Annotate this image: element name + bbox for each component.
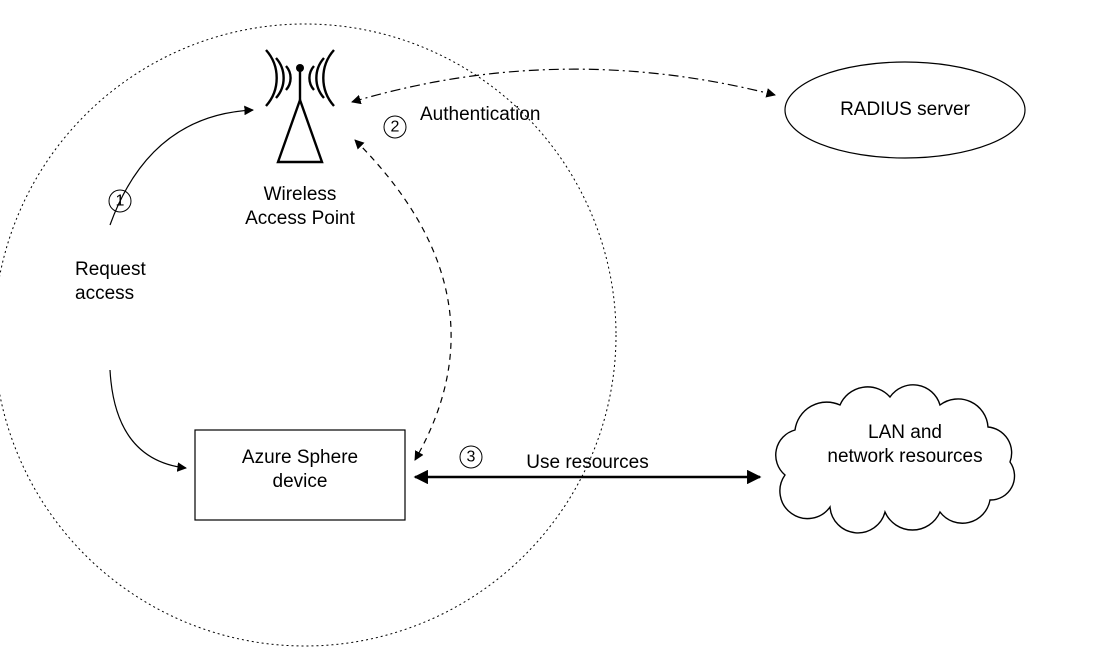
step-3-badge: 3 — [460, 446, 482, 468]
svg-text:2: 2 — [391, 119, 400, 136]
wap-label: Access Point — [245, 208, 356, 229]
step-3-label: Use resources — [526, 452, 649, 473]
edge-wap-to-radius — [352, 69, 775, 102]
lan-label: LAN and — [868, 422, 942, 443]
step-1-label: Request — [75, 259, 146, 280]
svg-text:3: 3 — [467, 449, 476, 466]
device-label: device — [273, 471, 328, 492]
lan-label: network resources — [827, 446, 982, 467]
step-1-label: access — [75, 283, 134, 304]
edge-request-to-device — [110, 370, 186, 468]
step-2-badge: 2 — [384, 116, 406, 138]
step-2-label: Authentication — [420, 104, 540, 125]
wireless-access-point-icon — [266, 50, 334, 162]
device-label: Azure Sphere — [242, 447, 358, 468]
edge-wap-to-device — [355, 140, 451, 460]
radius-label: RADIUS server — [840, 99, 971, 120]
network-diagram: Wireless Access Point Azure Sphere devic… — [0, 0, 1096, 661]
wap-label: Wireless — [264, 184, 337, 205]
edge-request-to-wap — [110, 110, 253, 225]
